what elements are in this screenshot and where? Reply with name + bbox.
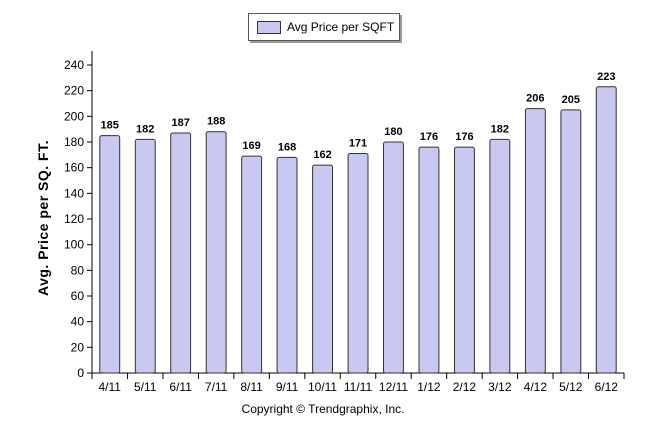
- y-tick-label: 240: [64, 58, 84, 72]
- y-tick-label: 120: [64, 212, 84, 226]
- bar: [418, 146, 440, 374]
- x-tick-label: 5/11: [134, 380, 157, 394]
- bar: [489, 138, 511, 374]
- bar: [134, 138, 156, 374]
- data-label: 187: [171, 117, 189, 129]
- bar: [524, 108, 546, 374]
- x-tick-label: 8/11: [240, 380, 263, 394]
- bar: [99, 135, 121, 374]
- x-tick-label: 2/12: [453, 380, 477, 394]
- data-labels: 185 182 187 188 169 168 162 171 180 176 176 182 206 2…: [101, 71, 616, 161]
- x-tick-label: 9/11: [276, 380, 299, 394]
- x-tick-label: 3/12: [488, 380, 512, 394]
- x-tick-label: 6/12: [595, 380, 619, 394]
- bar: [241, 155, 263, 374]
- y-tick-label: 20: [71, 340, 85, 354]
- x-tick-label: 10/11: [308, 380, 337, 394]
- data-label: 182: [136, 123, 154, 135]
- data-label: 182: [491, 123, 509, 135]
- x-tick-label: 4/12: [524, 380, 548, 394]
- x-tick-label: 12/11: [379, 380, 408, 394]
- bar: [454, 146, 475, 374]
- y-tick-label: 220: [64, 84, 84, 98]
- y-tick-label: 160: [64, 161, 84, 175]
- data-label: 169: [242, 140, 260, 152]
- y-tick-label: 100: [64, 238, 84, 252]
- y-tick-label: 200: [64, 109, 84, 123]
- y-axis-label: Avg. Price per SQ. FT.: [35, 140, 51, 296]
- data-label: 176: [455, 131, 473, 143]
- data-label: 168: [278, 141, 296, 153]
- x-tick-label: 6/11: [169, 380, 192, 394]
- bar: [383, 141, 404, 374]
- legend: Avg Price per SQFT: [248, 13, 400, 41]
- bars: [99, 86, 617, 374]
- data-label: 162: [313, 149, 331, 161]
- bar: [560, 109, 582, 374]
- legend-label: Avg Price per SQFT: [287, 20, 395, 34]
- data-label: 171: [349, 138, 367, 150]
- bar: [170, 132, 192, 374]
- bar: [347, 153, 369, 374]
- data-label: 223: [597, 71, 615, 83]
- y-tick-label: 80: [71, 263, 85, 277]
- bar: [595, 86, 617, 374]
- data-label: 188: [207, 116, 225, 128]
- bar: [312, 164, 334, 374]
- data-label: 205: [562, 94, 580, 106]
- data-label: 206: [526, 93, 544, 105]
- data-label: 185: [101, 120, 119, 132]
- y-tick-label: 180: [64, 135, 84, 149]
- y-tick-label: 40: [71, 315, 85, 329]
- data-label: 176: [420, 131, 438, 143]
- x-tick-label: 4/11: [98, 380, 121, 394]
- x-tick-label: 7/11: [205, 380, 228, 394]
- y-tick-label: 140: [64, 186, 84, 200]
- x-tick-label: 5/12: [559, 380, 583, 394]
- y-tick-label: 0: [77, 366, 84, 380]
- copyright-text: Copyright © Trendgraphix, Inc.: [241, 402, 405, 416]
- legend-swatch: [257, 20, 281, 34]
- y-tick-label: 60: [71, 289, 85, 303]
- axes: 0 20 40 60 80 100 120 140 160 180 200 220 240 4/11 5/1…: [64, 51, 625, 394]
- x-tick-label: 11/11: [344, 380, 373, 394]
- data-label: 180: [384, 126, 402, 138]
- x-tick-label: 1/12: [417, 380, 441, 394]
- bar: [205, 131, 227, 374]
- bar: [276, 156, 298, 374]
